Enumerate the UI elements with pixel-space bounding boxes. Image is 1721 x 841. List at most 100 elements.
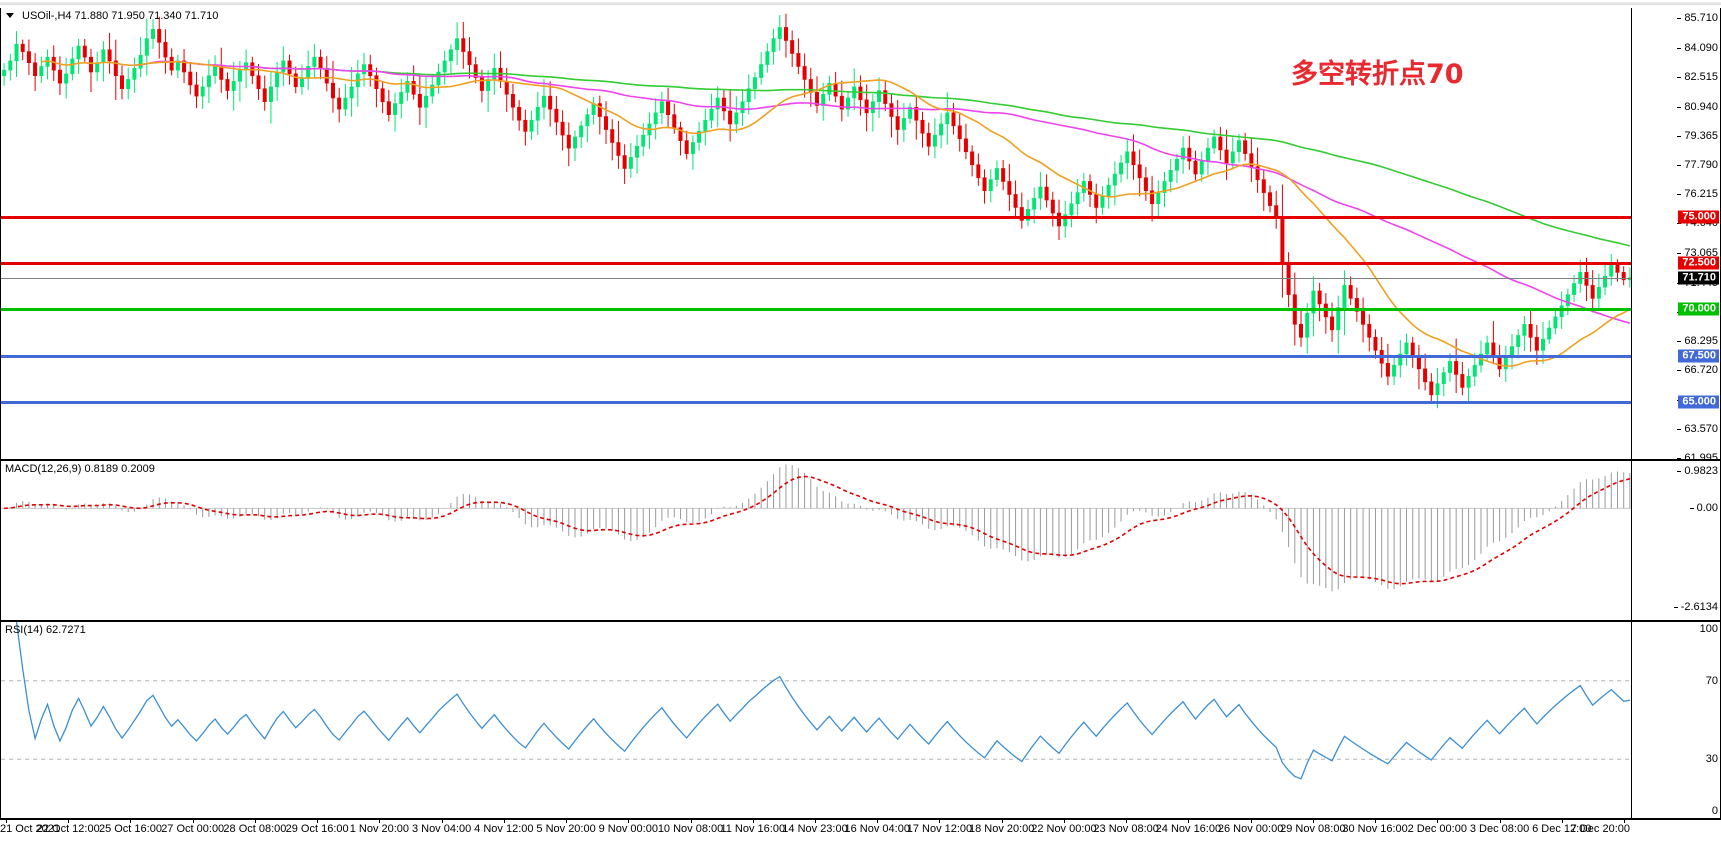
- time-tick-mark: [1002, 820, 1003, 823]
- price-plot-area[interactable]: [1, 8, 1631, 459]
- tick-mark: [1677, 164, 1682, 166]
- current-price-label[interactable]: 71.710: [1678, 271, 1719, 285]
- price-level-line-67-500[interactable]: [1, 354, 1631, 358]
- time-tick-mark: [1437, 820, 1438, 823]
- price-panel[interactable]: 85.710 84.090 82.515 80.940 79.365 77.790 76.2…: [0, 8, 1721, 464]
- resistance-72-5-label[interactable]: 72.500: [1678, 256, 1719, 270]
- rsi-panel[interactable]: RSI(14) 62.7271 100 70 30 0: [0, 621, 1721, 819]
- time-tick-label: 22 Oct 12:00: [36, 823, 100, 835]
- time-tick-mark: [1313, 820, 1314, 823]
- price-tick-label: 63.570: [1677, 423, 1718, 435]
- tick-mark: [1673, 607, 1678, 609]
- time-tick-label: 30 Nov 16:00: [1342, 823, 1408, 835]
- time-tick-label: 16 Nov 04:00: [844, 823, 910, 835]
- macd-tick-label: -2.6134: [1673, 601, 1718, 613]
- title-bar-grip: [0, 2, 1721, 5]
- rsi-tick-label: 100: [1699, 623, 1718, 635]
- price-y-axis[interactable]: 85.710 84.090 82.515 80.940 79.365 77.790 76.2…: [1631, 8, 1720, 464]
- tick-mark: [1677, 223, 1682, 225]
- price-tick-label: 73.065: [1677, 247, 1718, 259]
- time-tick-mark: [1188, 820, 1189, 823]
- price-level-line-75-000[interactable]: [1, 215, 1631, 219]
- time-tick-mark: [691, 820, 692, 823]
- tick-mark: [1677, 370, 1682, 372]
- time-tick-label: 3 Nov 04:00: [411, 823, 472, 835]
- rsi-tick-label: 70: [1705, 674, 1718, 687]
- support-67-5-label[interactable]: 67.500: [1678, 349, 1719, 363]
- price-series-svg: [2, 13, 1631, 409]
- time-tick-mark: [1375, 820, 1376, 823]
- time-tick-label: 23 Nov 08:00: [1093, 823, 1159, 835]
- time-tick-label: 26 Nov 00:00: [1217, 823, 1284, 835]
- macd-label: MACD(12,26,9) 0.8189 0.2009: [5, 463, 155, 475]
- time-tick-mark: [1500, 820, 1501, 823]
- price-level-line-72-500[interactable]: [1, 262, 1631, 266]
- time-tick-mark: [317, 820, 318, 823]
- time-tick-mark: [130, 820, 131, 823]
- tick-mark: [1677, 194, 1682, 196]
- time-tick-label: 9 Nov 00:00: [598, 823, 658, 835]
- tick-mark: [1677, 252, 1682, 254]
- time-tick-label: 18 Nov 20:00: [968, 823, 1035, 835]
- time-tick-label: 3 Dec 08:00: [1469, 823, 1530, 835]
- rsi-y-axis: 100 70 30 0: [1631, 622, 1720, 818]
- time-axis[interactable]: 21 Oct 2021 22 Oct 12:00 25 Oct 16:00 27 Oc…: [0, 819, 1721, 841]
- time-tick-mark: [68, 820, 69, 823]
- time-tick-mark: [1624, 820, 1625, 823]
- tick-mark: [1677, 106, 1682, 108]
- time-tick-label: 4 Nov 12:00: [474, 823, 534, 835]
- tick-mark: [1677, 471, 1682, 473]
- time-tick-mark: [815, 820, 816, 823]
- chart-header: USOil-,H4 71.880 71.950 71.340 71.710: [0, 8, 1721, 23]
- time-tick-label: 10 Nov 08:00: [657, 823, 724, 835]
- macd-tick-label: 0.00: [1689, 502, 1718, 514]
- price-tick-label: 85.710: [1677, 12, 1718, 24]
- pivot-70-label[interactable]: 70.000: [1678, 302, 1719, 316]
- macd-plot-area[interactable]: [1, 461, 1631, 620]
- time-tick-mark: [6, 820, 7, 823]
- time-tick-mark: [1064, 820, 1065, 823]
- time-tick-mark: [1251, 820, 1252, 823]
- tick-mark: [1677, 428, 1682, 430]
- rsi-series-svg: [1, 622, 1631, 780]
- time-tick-label: 6 Dec 12:00: [1532, 823, 1592, 835]
- time-tick-label: 14 Nov 23:00: [782, 823, 848, 835]
- time-tick-mark: [442, 820, 443, 823]
- price-tick-label: 77.790: [1677, 159, 1718, 171]
- tick-mark: [1677, 341, 1682, 343]
- price-level-line-70-000[interactable]: [1, 308, 1631, 312]
- time-tick-label: 11 Nov 16:00: [720, 823, 786, 835]
- caret-down-icon[interactable]: [6, 13, 14, 18]
- macd-panel[interactable]: MACD(12,26,9) 0.8189 0.2009 0.9823 0.00 -2…: [0, 460, 1721, 621]
- time-tick-label: 21 Oct 2021: [0, 823, 60, 835]
- time-tick-label: 29 Nov 08:00: [1280, 823, 1346, 835]
- tick-mark: [1677, 48, 1682, 50]
- price-level-line-71-710[interactable]: [1, 277, 1631, 279]
- macd-series-svg: [1, 464, 1631, 592]
- time-tick-label: 24 Nov 16:00: [1155, 823, 1222, 835]
- macd-tick-label: 0.9823: [1677, 465, 1718, 477]
- time-tick-mark: [628, 820, 629, 823]
- support-65-label[interactable]: 65.000: [1678, 395, 1719, 409]
- price-tick-label: 66.720: [1677, 364, 1718, 376]
- tick-mark: [1677, 135, 1682, 137]
- time-tick-label: 25 Oct 16:00: [98, 823, 162, 835]
- resistance-75-label[interactable]: 75.000: [1678, 210, 1719, 224]
- rsi-label: RSI(14) 62.7271: [5, 624, 86, 636]
- tick-mark: [1677, 18, 1682, 20]
- time-tick-label: 2 Dec 00:00: [1407, 823, 1467, 835]
- time-tick-mark: [193, 820, 194, 823]
- time-tick-mark: [566, 820, 567, 823]
- time-tick-label: 28 Oct 08:00: [223, 823, 287, 835]
- time-tick-mark: [379, 820, 380, 823]
- tick-mark: [1689, 508, 1694, 510]
- tick-mark: [1677, 458, 1682, 459]
- time-tick-mark: [939, 820, 940, 823]
- price-tick-label: 84.090: [1677, 42, 1718, 54]
- price-level-line-65-000[interactable]: [1, 401, 1631, 405]
- price-tick-label: 82.515: [1677, 71, 1718, 83]
- price-tick-label: 76.215: [1677, 188, 1718, 200]
- rsi-plot-area[interactable]: [1, 622, 1631, 818]
- time-tick-label: 17 Nov 12:00: [906, 823, 973, 835]
